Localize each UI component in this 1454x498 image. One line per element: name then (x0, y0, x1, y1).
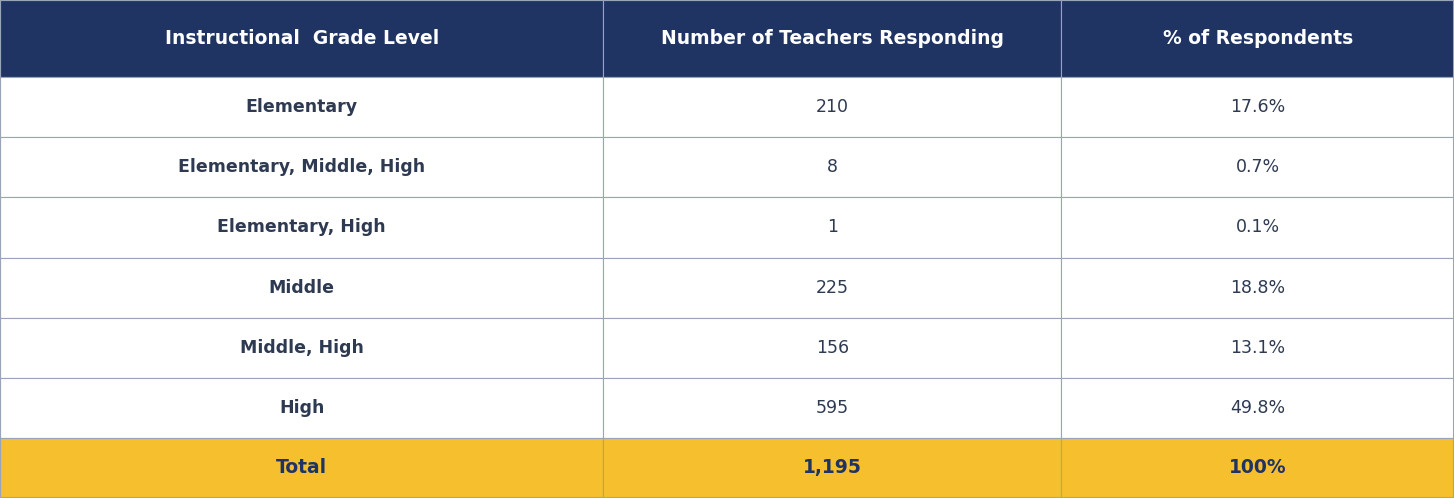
Text: 156: 156 (816, 339, 849, 357)
Bar (0, 137, 603, 197)
Bar (1061, 137, 1454, 197)
Bar (0, 378, 603, 438)
Bar (1061, 77, 1454, 137)
Text: 49.8%: 49.8% (1230, 399, 1285, 417)
Bar (0, 197, 603, 257)
Text: 100%: 100% (1229, 459, 1287, 478)
Bar (603, 378, 1061, 438)
Bar (0, 438, 603, 498)
Text: 210: 210 (816, 98, 849, 116)
Bar (1061, 378, 1454, 438)
Bar (603, 257, 1061, 318)
Bar (0, 257, 603, 318)
Text: 0.7%: 0.7% (1236, 158, 1280, 176)
Bar (603, 0, 1061, 77)
Text: 18.8%: 18.8% (1230, 278, 1285, 297)
Text: 1: 1 (827, 219, 838, 237)
Text: 17.6%: 17.6% (1230, 98, 1285, 116)
Text: Middle: Middle (269, 278, 334, 297)
Text: Number of Teachers Responding: Number of Teachers Responding (662, 29, 1003, 48)
Bar (603, 438, 1061, 498)
Bar (603, 77, 1061, 137)
Bar (1061, 0, 1454, 77)
Text: Elementary: Elementary (246, 98, 358, 116)
Bar (0, 0, 603, 77)
Text: 0.1%: 0.1% (1236, 219, 1280, 237)
Text: 595: 595 (816, 399, 849, 417)
Text: Elementary, Middle, High: Elementary, Middle, High (179, 158, 425, 176)
Bar (0, 318, 603, 378)
Text: 225: 225 (816, 278, 849, 297)
Text: Instructional  Grade Level: Instructional Grade Level (164, 29, 439, 48)
Text: 1,195: 1,195 (803, 459, 862, 478)
Bar (603, 318, 1061, 378)
Bar (1061, 438, 1454, 498)
Bar (603, 197, 1061, 257)
Text: Total: Total (276, 459, 327, 478)
Text: High: High (279, 399, 324, 417)
Text: 8: 8 (827, 158, 838, 176)
Text: 13.1%: 13.1% (1230, 339, 1285, 357)
Bar (1061, 318, 1454, 378)
Bar (0, 77, 603, 137)
Bar (603, 137, 1061, 197)
Text: Elementary, High: Elementary, High (218, 219, 385, 237)
Text: % of Respondents: % of Respondents (1163, 29, 1352, 48)
Bar (1061, 197, 1454, 257)
Bar (1061, 257, 1454, 318)
Text: Middle, High: Middle, High (240, 339, 364, 357)
